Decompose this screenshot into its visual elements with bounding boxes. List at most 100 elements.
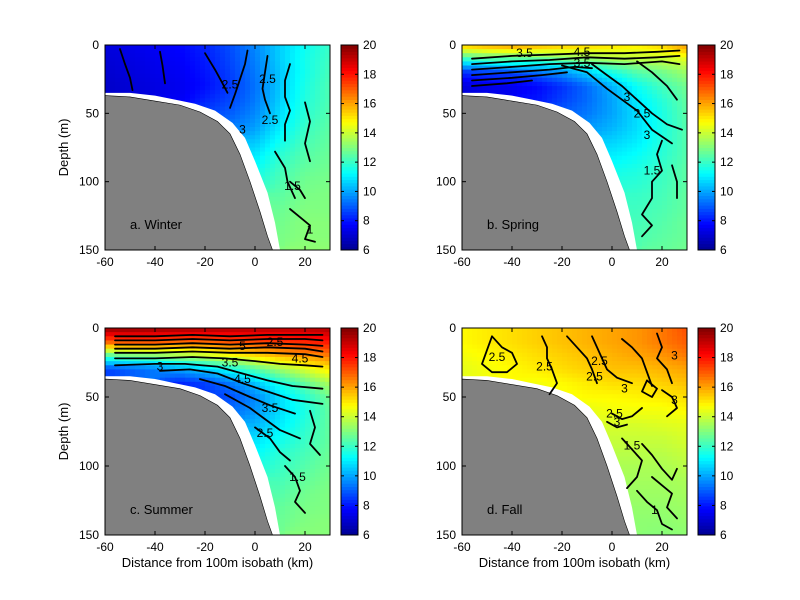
field-cell [210, 49, 216, 54]
field-cell [662, 147, 668, 153]
field-cell [195, 328, 201, 333]
field-cell [592, 45, 598, 50]
field-cell [652, 200, 658, 206]
field-cell [295, 159, 301, 165]
field-cell [275, 110, 281, 116]
field-cell [280, 204, 286, 210]
field-cell [280, 147, 286, 153]
field-cell [657, 118, 663, 124]
field-cell [145, 86, 151, 91]
field-cell [537, 90, 543, 95]
colorbar-segment [341, 99, 358, 104]
field-cell [672, 86, 678, 91]
field-cell [295, 86, 301, 91]
field-cell [300, 57, 306, 62]
field-cell [677, 217, 683, 222]
field-cell [315, 98, 321, 103]
field-cell [225, 69, 231, 75]
field-cell [612, 118, 618, 124]
field-cell [667, 81, 673, 87]
field-cell [225, 106, 231, 112]
field-cell [305, 61, 311, 67]
field-cell [682, 135, 687, 140]
field-cell [175, 57, 181, 62]
field-cell [617, 57, 623, 62]
field-cell [637, 168, 643, 173]
field-cell [462, 86, 468, 91]
field-cell [612, 131, 618, 136]
colorbar-segment [698, 137, 715, 142]
field-cell [657, 90, 663, 95]
field-cell [280, 237, 286, 243]
field-cell [627, 114, 633, 120]
field-cell [190, 73, 196, 79]
field-cell [315, 102, 321, 108]
field-cell [130, 73, 136, 79]
field-cell [215, 344, 221, 350]
field-cell [310, 192, 316, 198]
field-cell [300, 176, 306, 181]
field-cell [637, 135, 643, 140]
field-cell [300, 245, 306, 250]
field-cell [637, 200, 643, 206]
field-cell [622, 94, 628, 99]
field-cell [647, 73, 653, 79]
field-cell [300, 209, 306, 214]
field-cell [300, 163, 306, 169]
field-cell [245, 106, 251, 112]
contour-line [159, 50, 166, 85]
field-cell [622, 81, 628, 87]
field-cell [300, 200, 306, 206]
field-cell [642, 53, 648, 58]
field-cell [512, 77, 518, 83]
field-cell [230, 332, 236, 337]
field-cell [677, 245, 683, 250]
field-cell [627, 176, 633, 181]
field-cell [290, 213, 296, 218]
y-tick-label: 0 [92, 38, 99, 52]
field-cell [195, 73, 201, 79]
field-cell [315, 213, 321, 218]
field-cell [642, 229, 648, 235]
colorbar-segment [341, 70, 358, 75]
field-cell [200, 61, 206, 67]
field-cell [632, 188, 638, 194]
field-cell [125, 340, 131, 346]
field-cell [492, 57, 498, 62]
field-cell [255, 69, 261, 75]
field-cell [612, 94, 618, 99]
field-cell [577, 57, 583, 62]
field-cell [592, 106, 598, 112]
field-cell [622, 188, 628, 194]
field-cell [285, 225, 291, 231]
field-cell [140, 86, 146, 91]
field-cell [657, 168, 663, 173]
field-cell [175, 77, 181, 83]
field-cell [632, 139, 638, 144]
field-cell [325, 114, 330, 120]
field-cell [270, 155, 276, 161]
field-cell [587, 110, 593, 116]
field-cell [527, 94, 533, 99]
field-cell [255, 61, 261, 67]
colorbar-segment [341, 51, 358, 56]
colorbar-tick-label: 14 [363, 126, 377, 140]
colorbar-segment [341, 128, 358, 132]
field-cell [325, 176, 330, 181]
field-cell [532, 90, 538, 95]
field-cell [612, 159, 618, 165]
field-cell [270, 180, 276, 185]
field-cell [652, 53, 658, 58]
field-cell [275, 200, 281, 206]
field-cell [682, 196, 687, 202]
field-cell [265, 73, 271, 79]
field-cell [150, 340, 156, 346]
field-cell [310, 163, 316, 169]
field-cell [682, 200, 687, 206]
field-cell [477, 53, 483, 58]
field-cell [657, 184, 663, 190]
field-cell [320, 90, 326, 95]
field-cell [652, 86, 658, 91]
field-cell [557, 73, 563, 79]
field-cell [325, 102, 330, 108]
